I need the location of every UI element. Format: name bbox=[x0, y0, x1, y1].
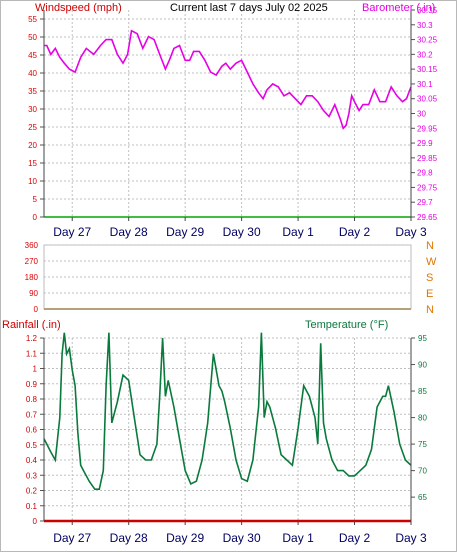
wind-tick-label: 20 bbox=[28, 141, 37, 150]
compass-tick-label: N bbox=[426, 240, 434, 252]
compass-tick-label: E bbox=[426, 288, 433, 300]
rain-tick-label: 1 bbox=[33, 365, 38, 374]
day-tick-label: Day 1 bbox=[282, 225, 314, 239]
temp-tick-label: 85 bbox=[418, 387, 427, 396]
day-tick-label: Day 1 bbox=[282, 531, 314, 545]
rain-tick-label: 1.2 bbox=[26, 334, 38, 343]
rain-tick-label: 0.5 bbox=[26, 441, 38, 450]
day-tick-label: Day 27 bbox=[53, 531, 91, 545]
rain-tick-label: 0.3 bbox=[26, 471, 38, 480]
baro-tick-label: 30.2 bbox=[417, 50, 433, 59]
direction-tick-label: 360 bbox=[25, 241, 39, 250]
baro-tick-label: 29.95 bbox=[417, 124, 438, 133]
baro-tick-label: 30 bbox=[417, 110, 426, 119]
baro-tick-label: 29.9 bbox=[417, 139, 433, 148]
day-tick-label: Day 30 bbox=[223, 225, 261, 239]
label-layer: 051015202530354045505529.6529.729.7529.8… bbox=[2, 6, 438, 545]
barometer-series-line bbox=[44, 29, 412, 130]
axis-layer bbox=[40, 9, 415, 525]
baro-tick-label: 30.25 bbox=[417, 36, 438, 45]
baro-tick-label: 30.3 bbox=[417, 21, 433, 30]
day-tick-label: Day 29 bbox=[166, 531, 204, 545]
direction-tick-label: 90 bbox=[29, 289, 38, 298]
wind-tick-label: 5 bbox=[33, 195, 38, 204]
wind-tick-label: 10 bbox=[28, 177, 37, 186]
baro-tick-label: 30.1 bbox=[417, 80, 433, 89]
wind-tick-label: 30 bbox=[28, 105, 37, 114]
wind-tick-label: 35 bbox=[28, 87, 37, 96]
temperature-series-line bbox=[43, 332, 412, 491]
temp-tick-label: 75 bbox=[418, 440, 427, 449]
wind-tick-label: 45 bbox=[28, 51, 37, 60]
rain-tick-label: 0.6 bbox=[26, 426, 38, 435]
compass-tick-label: N bbox=[426, 304, 434, 316]
rain-tick-label: 0.1 bbox=[26, 502, 38, 511]
rain-tick-label: 0.8 bbox=[26, 395, 38, 404]
grid-layer bbox=[43, 10, 412, 522]
chart-title: Current last 7 days July 02 2025 bbox=[170, 2, 328, 14]
day-tick-label: Day 28 bbox=[110, 225, 148, 239]
baro-tick-label: 29.65 bbox=[417, 213, 438, 222]
windspeed-axis-label: Windspeed (mph) bbox=[35, 2, 122, 14]
wind-tick-label: 15 bbox=[28, 159, 37, 168]
baro-tick-label: 29.75 bbox=[417, 183, 438, 192]
day-tick-label: Day 29 bbox=[166, 225, 204, 239]
day-tick-label: Day 2 bbox=[339, 225, 371, 239]
temp-tick-label: 80 bbox=[418, 414, 427, 423]
day-tick-label: Day 3 bbox=[395, 531, 427, 545]
rain-tick-label: 0.2 bbox=[26, 487, 38, 496]
wind-tick-label: 55 bbox=[28, 15, 37, 24]
baro-tick-label: 29.8 bbox=[417, 169, 433, 178]
baro-tick-label: 30.35 bbox=[417, 6, 438, 15]
direction-tick-label: 180 bbox=[25, 273, 39, 282]
compass-tick-label: S bbox=[426, 272, 433, 284]
baro-tick-label: 29.85 bbox=[417, 154, 438, 163]
wind-tick-label: 25 bbox=[28, 123, 37, 132]
wind-tick-label: 40 bbox=[28, 69, 37, 78]
rain-tick-label: 0 bbox=[33, 517, 38, 526]
series-layer bbox=[43, 29, 412, 523]
rain-tick-label: 1.1 bbox=[26, 349, 38, 358]
temperature-axis-label: Temperature (°F) bbox=[305, 319, 388, 331]
rain-tick-label: 0.4 bbox=[26, 456, 38, 465]
temp-tick-label: 65 bbox=[418, 493, 427, 502]
baro-tick-label: 30.15 bbox=[417, 65, 438, 74]
rainfall-axis-label: Rainfall (.in) bbox=[2, 319, 61, 331]
wind-tick-label: 0 bbox=[33, 213, 38, 222]
direction-plot-frame bbox=[43, 244, 412, 310]
direction-tick-label: 0 bbox=[34, 305, 39, 314]
baro-tick-label: 30.05 bbox=[417, 95, 438, 104]
day-tick-label: Day 3 bbox=[395, 225, 427, 239]
day-tick-label: Day 28 bbox=[110, 531, 148, 545]
day-tick-label: Day 2 bbox=[339, 531, 371, 545]
temp-tick-label: 90 bbox=[418, 361, 427, 370]
day-tick-label: Day 27 bbox=[53, 225, 91, 239]
temp-tick-label: 70 bbox=[418, 467, 427, 476]
day-tick-label: Day 30 bbox=[223, 531, 261, 545]
barometer-axis-label: Barometer (.in) bbox=[362, 2, 436, 14]
wind-tick-label: 50 bbox=[28, 33, 37, 42]
rain-tick-label: 0.9 bbox=[26, 380, 38, 389]
baro-tick-label: 29.7 bbox=[417, 198, 433, 207]
rain-tick-label: 0.7 bbox=[26, 410, 38, 419]
direction-tick-label: 270 bbox=[25, 257, 39, 266]
temp-tick-label: 95 bbox=[418, 334, 427, 343]
compass-tick-label: W bbox=[426, 256, 437, 268]
